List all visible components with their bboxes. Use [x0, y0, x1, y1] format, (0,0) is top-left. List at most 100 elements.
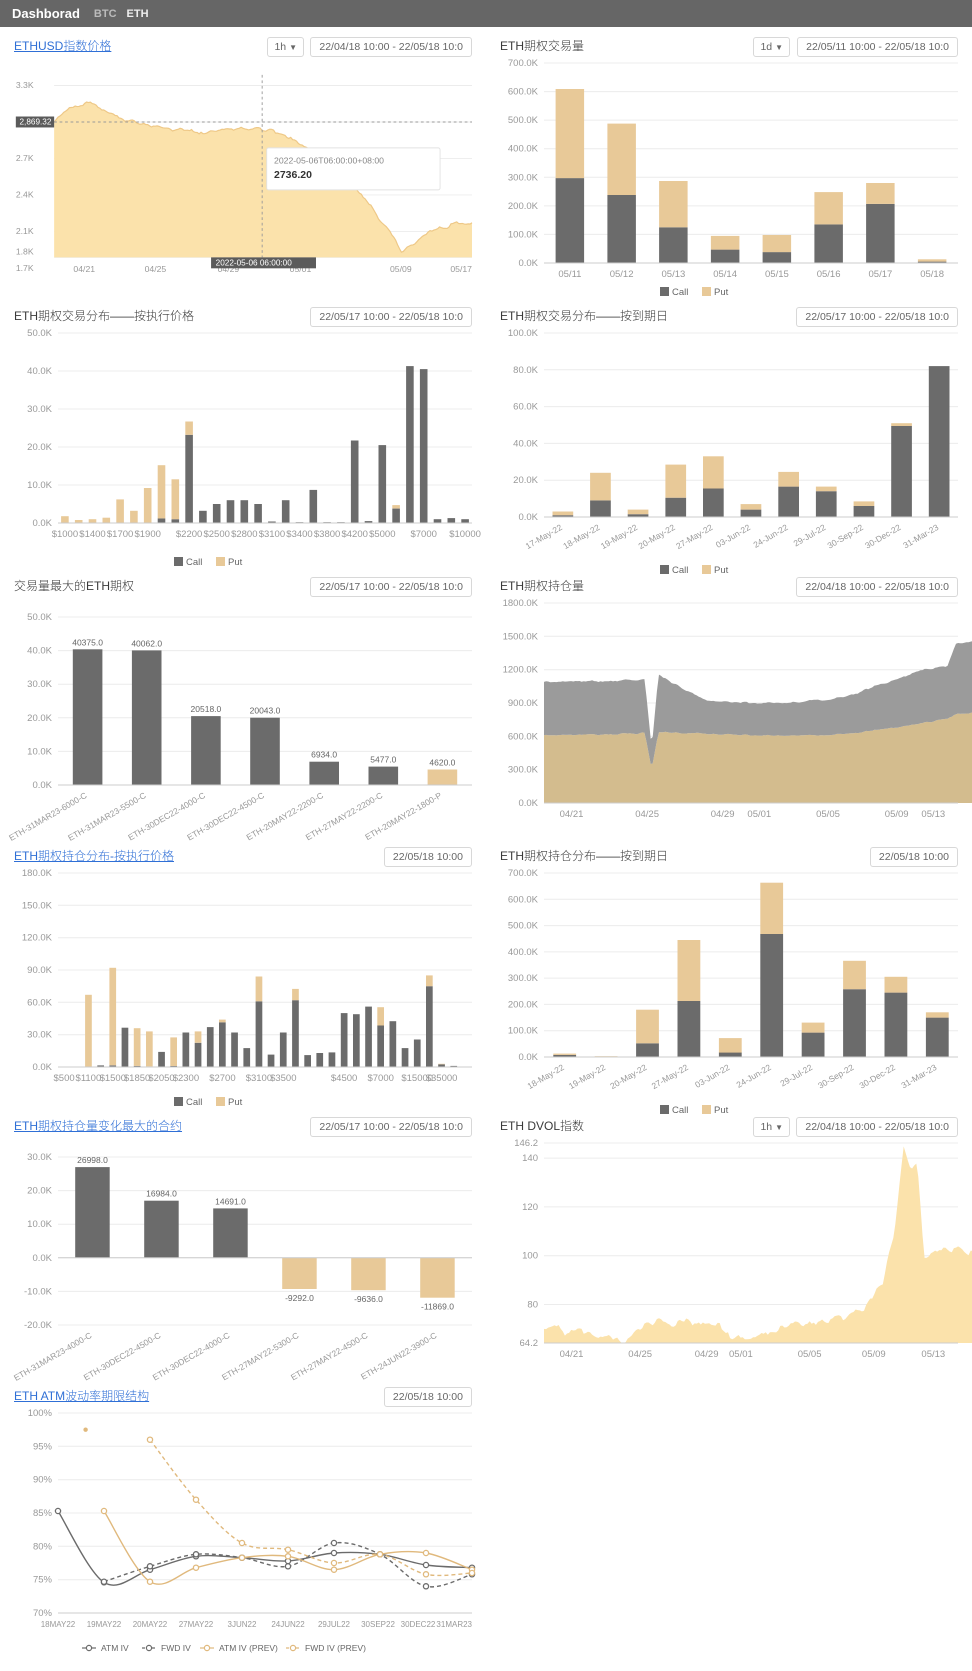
svg-text:0.0K: 0.0K	[32, 780, 52, 791]
svg-text:2,869.32: 2,869.32	[19, 118, 51, 127]
svg-text:04/21: 04/21	[73, 264, 95, 274]
svg-text:600.0K: 600.0K	[508, 87, 539, 98]
svg-text:0.0K: 0.0K	[518, 512, 538, 523]
svg-text:$1400: $1400	[79, 529, 105, 540]
svg-text:20.0K: 20.0K	[27, 442, 52, 453]
svg-text:19-May-22: 19-May-22	[599, 522, 639, 551]
svg-text:85%: 85%	[33, 1508, 53, 1519]
svg-text:ETH-27MAY22-4500-C: ETH-27MAY22-4500-C	[289, 1330, 370, 1382]
svg-text:05/16: 05/16	[817, 269, 841, 280]
svg-text:1.8K: 1.8K	[16, 247, 34, 257]
svg-text:0.0K: 0.0K	[518, 1052, 538, 1063]
svg-text:90.0K: 90.0K	[27, 965, 52, 976]
svg-text:29JUL22: 29JUL22	[318, 1620, 351, 1629]
svg-text:05/17: 05/17	[450, 264, 472, 274]
svg-text:-10.0K: -10.0K	[24, 1286, 53, 1297]
svg-text:03-Jun-22: 03-Jun-22	[714, 522, 752, 550]
svg-text:-11869.0: -11869.0	[421, 1302, 454, 1312]
svg-text:400.0K: 400.0K	[508, 144, 539, 155]
svg-text:05/14: 05/14	[713, 269, 737, 280]
svg-text:50.0K: 50.0K	[27, 612, 52, 623]
svg-text:20.0K: 20.0K	[27, 713, 52, 724]
svg-text:$1700: $1700	[107, 529, 133, 540]
svg-text:0.0K: 0.0K	[518, 258, 538, 269]
svg-text:04/21: 04/21	[560, 1349, 584, 1360]
svg-text:FWD IV (PREV): FWD IV (PREV)	[305, 1643, 366, 1653]
svg-text:05/09: 05/09	[390, 264, 412, 274]
svg-text:2.4K: 2.4K	[16, 190, 34, 200]
svg-text:180.0K: 180.0K	[22, 868, 53, 879]
svg-text:04/25: 04/25	[628, 1349, 652, 1360]
svg-text:04/25: 04/25	[145, 264, 167, 274]
svg-text:05/17: 05/17	[869, 269, 893, 280]
svg-text:2022-05-06T06:00:00+08:00: 2022-05-06T06:00:00+08:00	[274, 155, 384, 165]
svg-text:600.0K: 600.0K	[508, 894, 539, 905]
svg-text:10.0K: 10.0K	[27, 1219, 52, 1230]
svg-text:120: 120	[522, 1202, 538, 1213]
svg-text:$2300: $2300	[173, 1073, 199, 1084]
svg-text:6934.0: 6934.0	[311, 750, 337, 760]
svg-text:27-May-22: 27-May-22	[674, 522, 714, 551]
svg-text:$1500: $1500	[100, 1073, 126, 1084]
svg-text:20-May-22: 20-May-22	[637, 522, 677, 551]
svg-text:05/01: 05/01	[747, 809, 771, 820]
svg-text:146.2: 146.2	[514, 1138, 538, 1149]
svg-text:19MAY22: 19MAY22	[87, 1620, 122, 1629]
svg-text:20043.0: 20043.0	[250, 706, 281, 716]
svg-text:20.0K: 20.0K	[513, 475, 538, 486]
svg-text:31-Mar-23: 31-Mar-23	[901, 522, 940, 550]
svg-text:10.0K: 10.0K	[27, 480, 52, 491]
svg-text:2.1K: 2.1K	[16, 226, 34, 236]
svg-text:$35000: $35000	[426, 1073, 458, 1084]
svg-text:200.0K: 200.0K	[508, 201, 539, 212]
svg-text:$2500: $2500	[203, 529, 229, 540]
svg-text:-9636.0: -9636.0	[354, 1294, 383, 1304]
svg-text:50.0K: 50.0K	[27, 328, 52, 339]
svg-text:30-Dec-22: 30-Dec-22	[863, 522, 903, 551]
svg-text:04/25: 04/25	[635, 809, 659, 820]
svg-text:40.0K: 40.0K	[27, 646, 52, 657]
svg-text:04/29: 04/29	[695, 1349, 719, 1360]
svg-text:05/01: 05/01	[729, 1349, 753, 1360]
svg-text:$3100: $3100	[246, 1073, 272, 1084]
svg-text:40062.0: 40062.0	[131, 638, 162, 648]
svg-text:ATM IV (PREV): ATM IV (PREV)	[219, 1643, 278, 1653]
svg-text:60.0K: 60.0K	[27, 997, 52, 1008]
svg-text:400.0K: 400.0K	[508, 947, 539, 958]
svg-text:27-May-22: 27-May-22	[650, 1062, 690, 1091]
svg-text:40375.0: 40375.0	[72, 637, 103, 647]
svg-text:05/13: 05/13	[921, 809, 945, 820]
svg-text:30DEC22: 30DEC22	[401, 1620, 436, 1629]
svg-text:2.7K: 2.7K	[16, 153, 34, 163]
svg-text:05/09: 05/09	[885, 809, 909, 820]
svg-text:26998.0: 26998.0	[77, 1155, 108, 1165]
svg-text:140: 140	[522, 1153, 538, 1164]
svg-text:30.0K: 30.0K	[27, 1030, 52, 1041]
svg-text:$2050: $2050	[148, 1073, 174, 1084]
svg-text:60.0K: 60.0K	[513, 402, 538, 413]
svg-text:3.3K: 3.3K	[16, 80, 34, 90]
svg-text:20.0K: 20.0K	[27, 1186, 52, 1197]
svg-text:4620.0: 4620.0	[429, 758, 455, 768]
svg-text:500.0K: 500.0K	[508, 115, 539, 126]
svg-text:300.0K: 300.0K	[508, 973, 539, 984]
svg-text:31-Mar-23: 31-Mar-23	[899, 1062, 938, 1090]
svg-text:200.0K: 200.0K	[508, 999, 539, 1010]
svg-text:20518.0: 20518.0	[191, 704, 222, 714]
svg-text:30-Dec-22: 30-Dec-22	[858, 1062, 898, 1091]
svg-text:05/05: 05/05	[798, 1349, 822, 1360]
svg-text:100%: 100%	[28, 1408, 53, 1419]
svg-text:30.0K: 30.0K	[27, 679, 52, 690]
svg-text:05/13: 05/13	[921, 1349, 945, 1360]
svg-text:1.7K: 1.7K	[16, 263, 34, 273]
svg-text:05/15: 05/15	[765, 269, 789, 280]
svg-text:$7000: $7000	[410, 529, 436, 540]
svg-text:3JUN22: 3JUN22	[228, 1620, 257, 1629]
svg-text:$3500: $3500	[270, 1073, 296, 1084]
svg-text:05/09: 05/09	[862, 1349, 886, 1360]
svg-text:2022-05-06 06:00:00: 2022-05-06 06:00:00	[216, 259, 293, 268]
svg-text:18-May-22: 18-May-22	[526, 1062, 566, 1091]
svg-text:0.0K: 0.0K	[32, 518, 52, 529]
svg-text:1800.0K: 1800.0K	[503, 598, 539, 609]
svg-text:18MAY22: 18MAY22	[41, 1620, 76, 1629]
